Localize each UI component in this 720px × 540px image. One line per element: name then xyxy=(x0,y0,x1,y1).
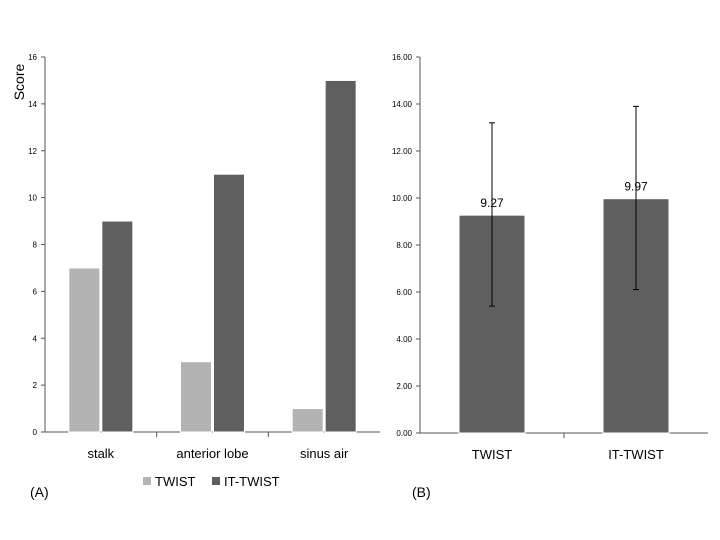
y-tick-label: 4 xyxy=(33,334,38,343)
x-category-label: TWIST xyxy=(472,447,512,462)
y-tick-label: 8 xyxy=(33,241,38,250)
data-label: 9.27 xyxy=(480,196,504,210)
bar-it-twist xyxy=(213,173,245,433)
x-category-label: sinus air xyxy=(300,446,349,461)
bar-it-twist xyxy=(324,79,357,433)
y-tick-label: 16.00 xyxy=(392,53,413,62)
y-tick-label: 0 xyxy=(33,428,38,437)
bar-twist xyxy=(68,267,101,433)
bar-twist xyxy=(291,408,324,433)
y-tick-label: 14 xyxy=(28,100,37,109)
panel-label: (B) xyxy=(412,484,431,500)
x-category-label: IT-TWIST xyxy=(608,447,664,462)
bar-twist xyxy=(180,361,212,433)
x-category-label: anterior lobe xyxy=(176,446,248,461)
x-category-label: stalk xyxy=(87,446,114,461)
y-tick-label: 16 xyxy=(28,53,37,62)
y-tick-label: 2 xyxy=(33,381,38,390)
y-tick-label: 10.00 xyxy=(392,194,413,203)
legend-label: IT-TWIST xyxy=(224,474,280,489)
y-tick-label: 10 xyxy=(28,194,37,203)
data-label: 9.97 xyxy=(624,180,648,194)
y-tick-label: 8.00 xyxy=(396,241,412,250)
y-tick-label: 14.00 xyxy=(392,100,413,109)
bar-it-twist xyxy=(101,220,134,433)
chart-b: 0.00 2.00 4.00 6.00 8.00 10.00 12.00 14.00 16.00… xyxy=(392,53,708,500)
y-tick-label: 6 xyxy=(33,287,38,296)
y-tick-label: 12 xyxy=(28,147,37,156)
y-axis-title: Score xyxy=(11,64,27,101)
legend-label: TWIST xyxy=(155,474,195,489)
legend-swatch xyxy=(143,477,151,485)
y-tick-label: 0.00 xyxy=(396,429,412,438)
panel-label: (A) xyxy=(30,484,49,500)
y-tick-label: 6.00 xyxy=(396,288,412,297)
y-tick-label: 2.00 xyxy=(396,382,412,391)
legend-swatch xyxy=(212,477,220,485)
y-tick-label: 4.00 xyxy=(396,335,412,344)
y-tick-label: 12.00 xyxy=(392,147,413,156)
